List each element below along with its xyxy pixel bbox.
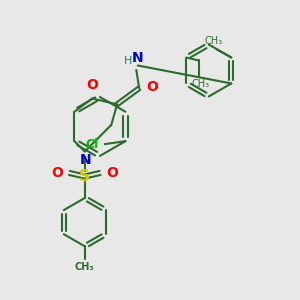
Text: O: O xyxy=(106,166,119,180)
Text: O: O xyxy=(86,78,98,92)
Text: N: N xyxy=(80,153,92,167)
Text: Cl: Cl xyxy=(85,138,98,151)
Text: CH₃: CH₃ xyxy=(75,262,94,272)
Text: O: O xyxy=(147,80,158,94)
Text: N: N xyxy=(132,52,144,65)
Text: CH₃: CH₃ xyxy=(204,36,222,46)
Text: H: H xyxy=(124,56,132,66)
Text: S: S xyxy=(79,169,90,184)
Text: O: O xyxy=(51,166,63,180)
Text: CH₃: CH₃ xyxy=(191,79,209,89)
